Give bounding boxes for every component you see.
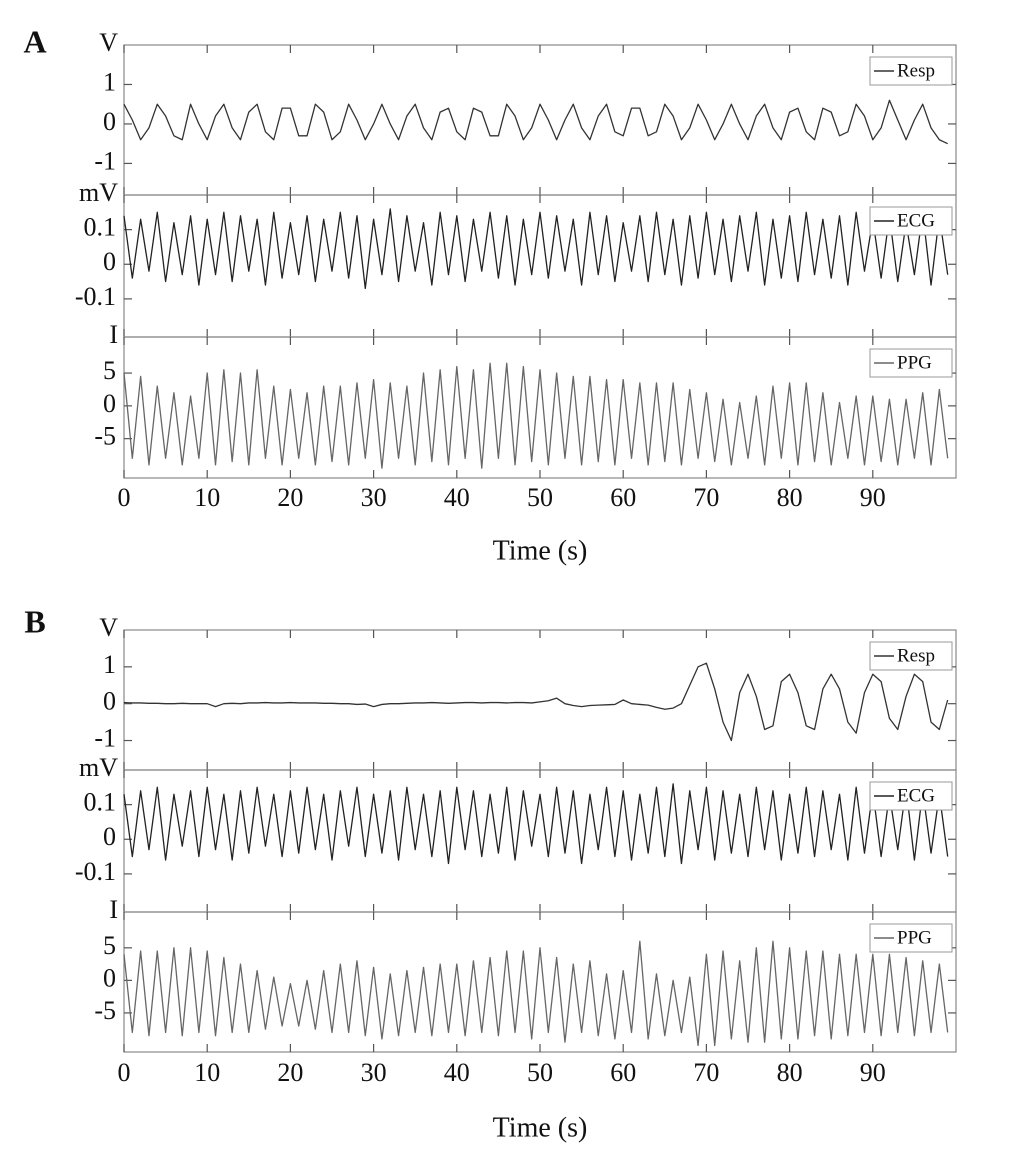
x-axis-label: Time (s) xyxy=(493,535,588,566)
legend-label: Resp xyxy=(897,60,935,81)
legend-label: ECG xyxy=(897,785,935,806)
y-tick-label: 5 xyxy=(103,356,116,385)
y-tick-label: 1 xyxy=(103,67,116,96)
x-tick-label: 60 xyxy=(610,483,636,512)
y-unit-label: mV xyxy=(79,178,118,207)
y-tick-label: 0 xyxy=(103,822,116,851)
x-tick-label: 0 xyxy=(118,483,131,512)
y-tick-label: -0.1 xyxy=(75,857,116,886)
y-tick-label: 0 xyxy=(103,389,116,418)
x-tick-label: 70 xyxy=(693,483,719,512)
y-tick-label: 5 xyxy=(103,931,116,960)
x-tick-label: 70 xyxy=(693,1058,719,1087)
y-tick-label: 0.1 xyxy=(84,213,117,242)
legend-label: PPG xyxy=(897,352,932,373)
signal-line xyxy=(123,783,949,865)
legend-label: ECG xyxy=(897,210,935,231)
x-tick-label: 80 xyxy=(777,1058,803,1087)
y-tick-label: 0 xyxy=(103,247,116,276)
y-tick-label: -5 xyxy=(94,996,116,1025)
x-tick-label: 80 xyxy=(777,483,803,512)
y-tick-label: 1 xyxy=(103,650,116,679)
y-tick-label: -5 xyxy=(94,422,116,451)
x-tick-label: 20 xyxy=(277,483,303,512)
x-tick-label: 10 xyxy=(194,483,220,512)
y-tick-label: 0.1 xyxy=(84,788,117,817)
x-axis-label: Time (s) xyxy=(493,1112,588,1143)
signal-line xyxy=(123,99,948,145)
y-unit-label: V xyxy=(99,613,118,642)
signal-line xyxy=(123,208,949,290)
y-tick-label: -0.1 xyxy=(75,282,116,311)
x-tick-label: 50 xyxy=(527,483,553,512)
x-tick-label: 40 xyxy=(444,483,470,512)
signal-line xyxy=(123,362,949,469)
y-unit-label: I xyxy=(109,320,118,349)
panel-label: A xyxy=(23,23,46,59)
x-tick-label: 30 xyxy=(361,1058,387,1087)
x-tick-label: 90 xyxy=(860,1058,886,1087)
legend-label: PPG xyxy=(897,927,932,948)
x-tick-label: 40 xyxy=(444,1058,470,1087)
y-tick-label: -1 xyxy=(94,146,116,175)
legend-label: Resp xyxy=(897,645,935,666)
y-tick-label: 0 xyxy=(103,107,116,136)
y-unit-label: V xyxy=(99,28,118,57)
y-tick-label: -1 xyxy=(94,723,116,752)
signal-line xyxy=(123,662,949,742)
x-tick-label: 60 xyxy=(610,1058,636,1087)
x-tick-label: 10 xyxy=(194,1058,220,1087)
x-tick-label: 90 xyxy=(860,483,886,512)
y-tick-label: 0 xyxy=(103,963,116,992)
panel-label: B xyxy=(24,603,45,639)
x-tick-label: 50 xyxy=(527,1058,553,1087)
signal-line xyxy=(123,940,949,1047)
x-tick-label: 30 xyxy=(361,483,387,512)
y-unit-label: I xyxy=(109,895,118,924)
y-unit-label: mV xyxy=(79,753,118,782)
x-tick-label: 0 xyxy=(118,1058,131,1087)
x-tick-label: 20 xyxy=(277,1058,303,1087)
y-tick-label: 0 xyxy=(103,687,116,716)
